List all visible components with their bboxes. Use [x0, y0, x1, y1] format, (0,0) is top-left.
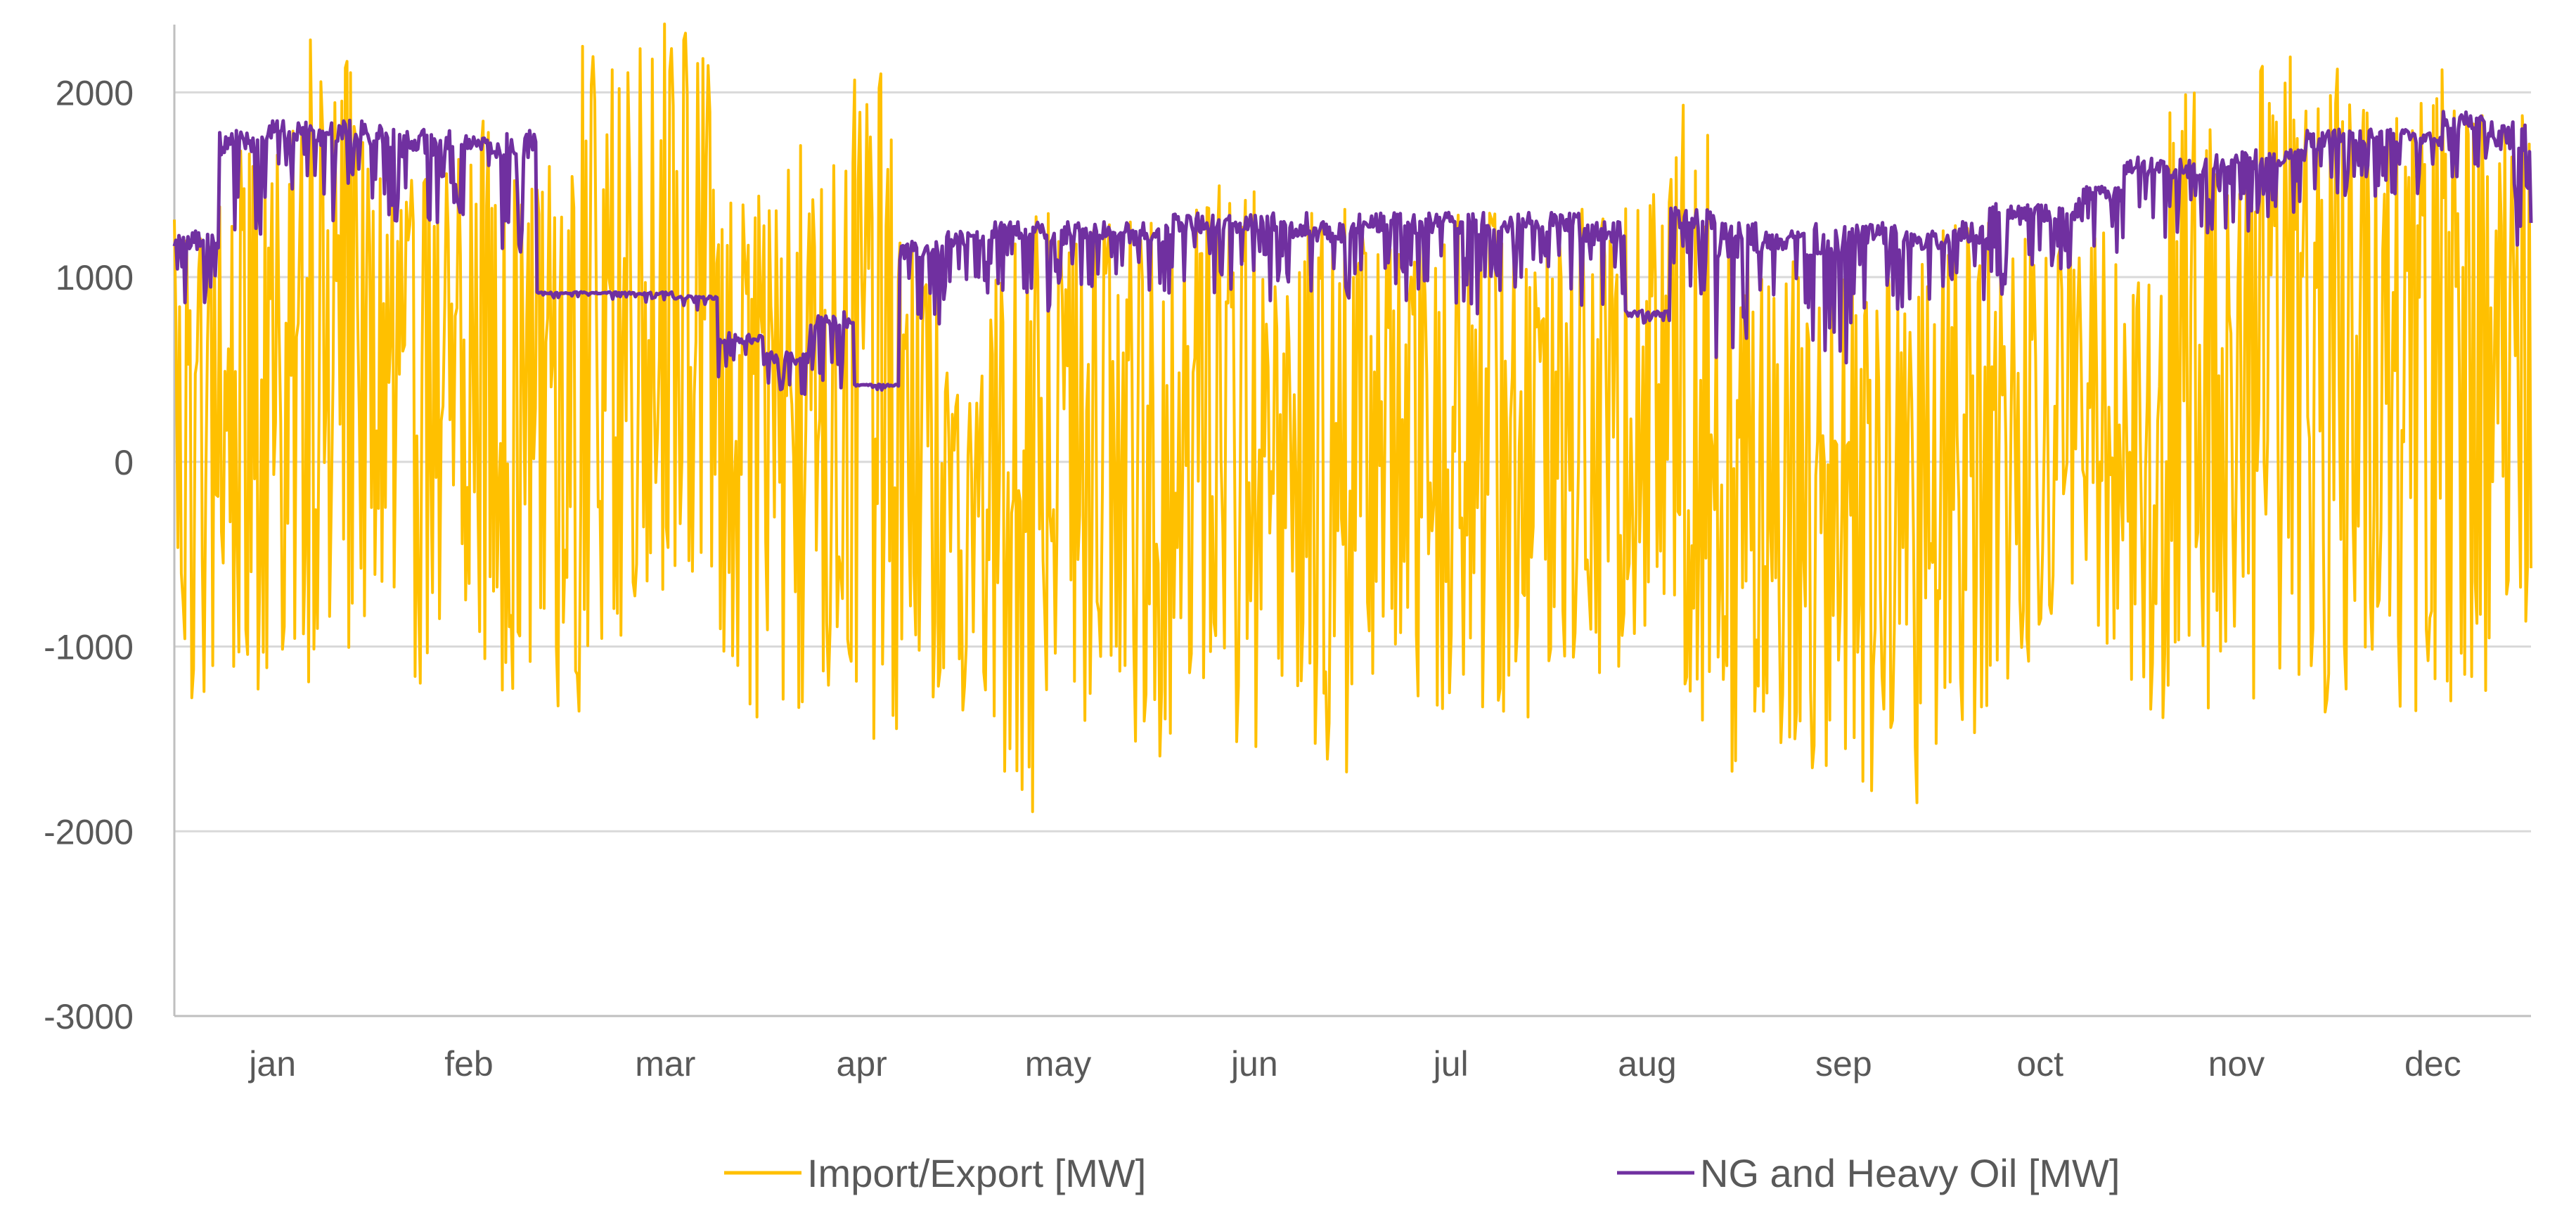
x-tick-label-oct: oct	[2016, 1044, 2063, 1084]
x-tick-label-sep: sep	[1815, 1044, 1872, 1084]
x-tick-label-jul: jul	[1432, 1044, 1469, 1084]
x-tick-labels: jan feb mar apr may jun jul aug sep oct nov dec	[247, 1044, 2461, 1084]
x-tick-label-feb: feb	[444, 1044, 494, 1084]
legend: Import/Export [MW] NG and Heavy Oil [MW]	[724, 1151, 2120, 1195]
y-tick-label: 2000	[56, 73, 134, 112]
x-tick-label-aug: aug	[1618, 1044, 1676, 1084]
x-tick-label-jan: jan	[247, 1044, 296, 1084]
y-tick-label: 1000	[56, 258, 134, 297]
y-tick-label: -3000	[44, 997, 134, 1036]
series-line-ng-heavy-oil	[172, 110, 2533, 397]
legend-label-ng-heavy-oil: NG and Heavy Oil [MW]	[1700, 1151, 2120, 1195]
y-tick-labels: -3000 -2000 -1000 0 1000 2000	[44, 73, 134, 1036]
x-tick-label-may: may	[1025, 1044, 1091, 1084]
legend-label-import-export: Import/Export [MW]	[807, 1151, 1146, 1195]
y-tick-label: -1000	[44, 628, 134, 667]
axes	[173, 25, 2531, 1017]
series-line-import-export	[173, 22, 2532, 814]
y-tick-label: 0	[114, 443, 134, 482]
x-tick-label-dec: dec	[2404, 1044, 2461, 1084]
series-layer	[172, 22, 2533, 814]
x-tick-label-jun: jun	[1230, 1044, 1278, 1084]
x-tick-label-nov: nov	[2208, 1044, 2265, 1084]
y-tick-label: -2000	[44, 812, 134, 851]
x-tick-label-apr: apr	[837, 1044, 887, 1084]
x-tick-label-mar: mar	[635, 1044, 695, 1084]
